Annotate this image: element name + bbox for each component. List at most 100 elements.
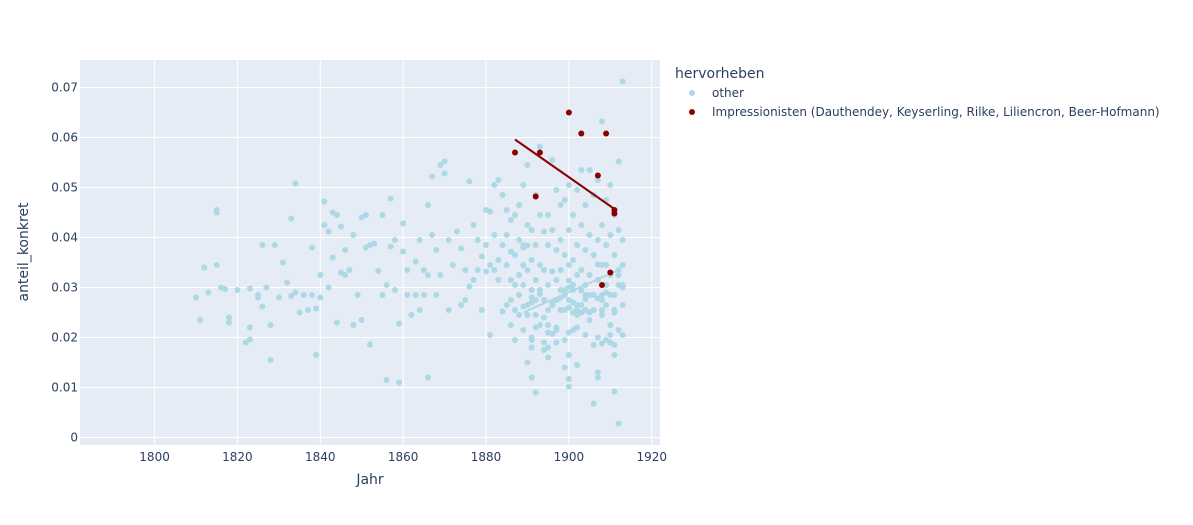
data-point xyxy=(520,327,527,333)
data-point xyxy=(470,277,477,283)
grid-lines xyxy=(80,60,660,445)
data-point xyxy=(574,312,581,318)
data-point xyxy=(599,340,605,347)
data-point xyxy=(507,217,514,223)
data-point xyxy=(462,297,469,303)
data-point xyxy=(582,292,589,298)
data-point xyxy=(574,302,581,308)
data-point xyxy=(565,376,572,382)
data-point xyxy=(213,262,220,268)
data-point xyxy=(516,312,523,318)
data-point xyxy=(246,336,253,343)
legend-item-impressionisten[interactable]: Impressionisten (Dauthendey, Keyserling,… xyxy=(712,105,1160,119)
data-point xyxy=(570,282,576,288)
data-point xyxy=(553,247,560,253)
x-tick-label: 1840 xyxy=(305,450,336,464)
data-point xyxy=(246,285,253,292)
data-point xyxy=(619,237,626,243)
data-point xyxy=(507,297,514,303)
data-point xyxy=(532,193,539,200)
data-point xyxy=(536,262,543,268)
data-point xyxy=(578,130,585,137)
data-point xyxy=(346,267,353,273)
data-point xyxy=(358,317,365,323)
y-tick-labels: 0 0.01 0.02 0.03 0.04 0.05 0.06 0.07 xyxy=(51,81,78,445)
data-point xyxy=(296,309,303,316)
data-point xyxy=(586,292,593,298)
data-point xyxy=(391,287,398,293)
data-point xyxy=(487,332,494,338)
data-point xyxy=(590,252,597,258)
data-point xyxy=(545,212,552,218)
data-point xyxy=(383,282,390,288)
data-point xyxy=(603,282,610,288)
data-point xyxy=(619,78,626,85)
data-point xyxy=(499,308,506,315)
series-impressionisten-points xyxy=(512,109,618,288)
y-tick-label: 0.01 xyxy=(51,381,78,395)
data-point xyxy=(545,307,552,313)
data-point xyxy=(474,237,481,243)
y-tick-label: 0.04 xyxy=(51,231,78,245)
data-point xyxy=(449,262,456,268)
data-point xyxy=(586,232,593,238)
data-point xyxy=(590,292,597,298)
trendlines xyxy=(514,138,619,314)
data-point xyxy=(599,222,605,228)
data-point xyxy=(594,177,601,183)
data-point xyxy=(383,377,390,383)
data-point xyxy=(603,242,610,248)
data-point xyxy=(611,307,618,313)
data-point xyxy=(433,247,440,253)
data-point xyxy=(541,339,547,346)
x-tick-label: 1820 xyxy=(222,450,253,464)
data-point xyxy=(557,307,564,313)
data-point xyxy=(333,319,340,326)
trendline-series-0 xyxy=(522,269,619,314)
data-point xyxy=(549,227,556,233)
data-point xyxy=(561,337,568,343)
data-point xyxy=(246,324,253,331)
data-point xyxy=(263,284,270,291)
data-point xyxy=(429,173,436,180)
data-point xyxy=(325,228,332,235)
data-point xyxy=(321,198,328,205)
data-point xyxy=(271,242,278,248)
data-point xyxy=(578,167,585,173)
data-point xyxy=(292,289,299,296)
data-point xyxy=(387,195,394,202)
data-point xyxy=(524,222,531,228)
data-point xyxy=(565,297,572,303)
data-point xyxy=(445,307,452,313)
data-point xyxy=(524,267,531,273)
data-point xyxy=(350,322,357,328)
y-tick-label: 0.05 xyxy=(51,181,78,195)
data-point xyxy=(578,267,585,273)
data-point xyxy=(516,292,523,298)
data-point xyxy=(561,197,568,203)
legend-item-other[interactable]: other xyxy=(712,86,744,100)
data-point xyxy=(516,237,523,243)
data-point xyxy=(561,252,568,258)
data-point xyxy=(594,172,601,179)
data-point xyxy=(201,264,208,271)
data-point xyxy=(532,297,539,303)
data-point xyxy=(549,268,556,275)
data-point xyxy=(528,344,535,351)
data-point xyxy=(317,294,324,301)
data-point xyxy=(557,237,564,243)
data-point xyxy=(611,292,618,298)
data-point xyxy=(408,312,415,318)
legend-marker-other xyxy=(689,90,695,96)
x-tick-label: 1800 xyxy=(139,450,170,464)
data-point xyxy=(594,334,601,341)
data-point xyxy=(520,262,527,268)
data-point xyxy=(582,247,589,253)
data-point xyxy=(565,262,572,268)
data-point xyxy=(425,272,431,278)
data-point xyxy=(532,277,539,283)
data-point xyxy=(333,212,340,218)
data-point xyxy=(524,359,531,366)
data-point xyxy=(557,202,564,208)
